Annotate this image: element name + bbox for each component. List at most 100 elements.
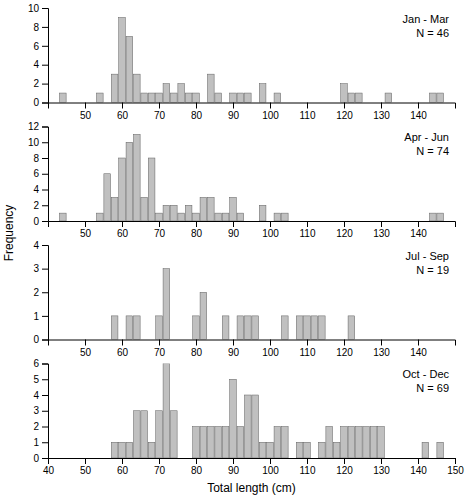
tick-label: 70: [154, 465, 166, 476]
tick-label: 2: [33, 421, 39, 432]
bar: [111, 74, 118, 102]
axis-line: [49, 222, 456, 228]
x-tick: 40: [43, 458, 55, 476]
tick-mark: [42, 316, 48, 317]
bar: [341, 84, 348, 103]
x-tick: 90: [228, 103, 240, 121]
tick-label: 50: [80, 228, 92, 239]
y-tick: 8: [33, 22, 48, 33]
axis-line: [42, 9, 49, 104]
tick-mark: [159, 103, 160, 109]
y-axis: 024681012: [28, 121, 49, 227]
tick-mark: [270, 458, 271, 464]
bar: [163, 364, 170, 459]
tick-mark: [85, 458, 86, 464]
bar: [281, 213, 288, 221]
tick-label: 70: [154, 110, 166, 121]
bar: [163, 205, 170, 221]
bar: [119, 158, 126, 221]
bar: [437, 93, 444, 102]
tick-label: 140: [410, 110, 427, 121]
y-tick: 2: [33, 200, 48, 211]
tick-label: 8: [33, 22, 39, 33]
bar: [170, 205, 177, 221]
y-tick: 6: [33, 168, 48, 179]
tick-label: 0: [33, 453, 39, 464]
tick-mark: [159, 221, 160, 227]
tick-mark: [196, 340, 197, 346]
tick-mark: [233, 221, 234, 227]
tick-label: 70: [154, 347, 166, 358]
tick-label: 60: [117, 110, 129, 121]
axis-line: [42, 364, 49, 459]
tick-mark: [42, 221, 48, 222]
tick-label: 50: [80, 465, 92, 476]
tick-label: 60: [117, 347, 129, 358]
tick-label: 80: [191, 347, 203, 358]
bar: [96, 93, 103, 102]
tick-label: 0: [33, 216, 39, 227]
y-tick: 0: [33, 97, 48, 108]
bar: [230, 379, 237, 458]
y-tick: 10: [28, 3, 48, 14]
x-tick: 60: [117, 340, 129, 358]
tick-mark: [196, 103, 197, 109]
tick-label: 6: [33, 41, 39, 52]
x-axis-title: Total length (cm): [207, 481, 296, 495]
tick-label: 90: [228, 228, 240, 239]
tick-mark: [122, 340, 123, 346]
tick-label: 3: [33, 263, 39, 274]
tick-label: 80: [191, 110, 203, 121]
tick-mark: [307, 458, 308, 464]
bar: [156, 213, 163, 221]
bar: [281, 427, 288, 459]
bar: [274, 427, 281, 459]
x-tick: 110: [300, 103, 316, 121]
tick-mark: [344, 221, 345, 227]
bar: [193, 213, 200, 221]
x-tick: 140: [410, 103, 427, 121]
tick-mark: [344, 103, 345, 109]
tick-mark: [85, 103, 86, 109]
axis-line: [49, 340, 456, 346]
x-tick: 130: [373, 103, 390, 121]
bar: [304, 316, 311, 340]
tick-mark: [270, 103, 271, 109]
x-tick: 140: [410, 340, 427, 358]
x-tick: 100: [262, 458, 279, 476]
tick-label: 90: [228, 347, 240, 358]
bar: [259, 84, 266, 103]
bar: [437, 442, 444, 458]
x-tick: 70: [154, 340, 166, 358]
x-axis: 405060708090100110120130140150: [43, 458, 464, 476]
tick-label: 100: [262, 228, 279, 239]
x-tick: 50: [80, 340, 92, 358]
x-tick: 80: [191, 221, 203, 239]
x-tick: 70: [154, 458, 166, 476]
tick-label: 70: [154, 228, 166, 239]
bar: [200, 197, 207, 221]
bar: [237, 427, 244, 459]
bar: [148, 442, 155, 458]
chart: 50607080901001101201301400246810Jan - Ma…: [0, 0, 469, 500]
bar: [267, 442, 274, 458]
axis-line: [42, 127, 49, 222]
x-tick: 70: [154, 103, 166, 121]
bar: [119, 17, 126, 102]
panel: 50607080901001101201301400246810Jan - Ma…: [28, 3, 456, 121]
annotation: N = 74: [416, 145, 449, 157]
tick-mark: [159, 340, 160, 346]
tick-label: 5: [33, 374, 39, 385]
bar: [141, 197, 148, 221]
tick-mark: [418, 458, 419, 464]
tick-mark: [344, 340, 345, 346]
tick-label: 100: [262, 347, 279, 358]
tick-label: 130: [373, 465, 390, 476]
bar: [133, 316, 140, 340]
y-tick: 2: [33, 287, 48, 298]
tick-label: 140: [410, 228, 427, 239]
bar: [355, 427, 362, 459]
tick-mark: [42, 395, 48, 396]
bar: [215, 93, 222, 102]
bar: [385, 93, 392, 102]
